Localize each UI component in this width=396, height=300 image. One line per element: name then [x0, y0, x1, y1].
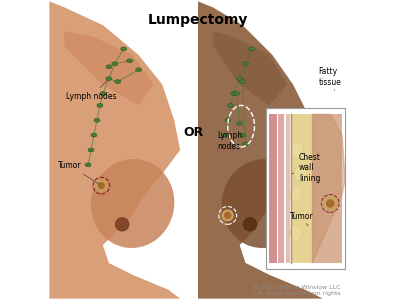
- Ellipse shape: [295, 166, 307, 182]
- Text: OR: OR: [183, 126, 204, 139]
- Ellipse shape: [106, 65, 112, 69]
- Ellipse shape: [94, 118, 100, 122]
- Ellipse shape: [243, 142, 249, 146]
- Ellipse shape: [91, 133, 97, 137]
- Ellipse shape: [127, 59, 133, 63]
- Ellipse shape: [88, 148, 94, 152]
- Ellipse shape: [121, 47, 127, 51]
- Ellipse shape: [243, 62, 249, 66]
- Text: Tumor: Tumor: [58, 161, 99, 184]
- Ellipse shape: [290, 186, 302, 203]
- Ellipse shape: [231, 92, 237, 95]
- Ellipse shape: [237, 77, 243, 81]
- Circle shape: [223, 210, 233, 221]
- Text: Lumpectomy: Lumpectomy: [148, 13, 248, 27]
- Polygon shape: [312, 114, 345, 263]
- Circle shape: [244, 218, 257, 231]
- Ellipse shape: [91, 159, 174, 248]
- Ellipse shape: [290, 225, 302, 242]
- Ellipse shape: [112, 62, 118, 66]
- Polygon shape: [50, 2, 180, 298]
- Ellipse shape: [106, 77, 112, 81]
- Text: © 2022 Terese Winslow LLC
U.S. Govt. has certain rights: © 2022 Terese Winslow LLC U.S. Govt. has…: [252, 285, 341, 296]
- Ellipse shape: [222, 133, 228, 137]
- Text: Fatty
tissue: Fatty tissue: [318, 68, 341, 91]
- Ellipse shape: [228, 103, 234, 107]
- Ellipse shape: [115, 80, 121, 84]
- Ellipse shape: [234, 92, 240, 95]
- Bar: [286, 114, 290, 263]
- Polygon shape: [198, 2, 323, 298]
- Polygon shape: [64, 31, 153, 105]
- Ellipse shape: [249, 47, 255, 51]
- Ellipse shape: [291, 142, 303, 158]
- Polygon shape: [213, 31, 287, 105]
- Text: Chest
wall
lining: Chest wall lining: [291, 153, 321, 183]
- Ellipse shape: [225, 118, 231, 122]
- Ellipse shape: [240, 133, 246, 137]
- Ellipse shape: [100, 92, 106, 95]
- Bar: [278, 114, 284, 263]
- Circle shape: [99, 183, 105, 189]
- Ellipse shape: [135, 68, 141, 72]
- Circle shape: [225, 212, 231, 218]
- Bar: [269, 114, 277, 263]
- Ellipse shape: [85, 163, 91, 167]
- Text: Lymph nodes: Lymph nodes: [66, 81, 116, 101]
- Ellipse shape: [222, 159, 305, 248]
- Bar: [291, 114, 312, 263]
- Ellipse shape: [97, 103, 103, 107]
- Circle shape: [116, 218, 129, 231]
- Circle shape: [324, 197, 337, 210]
- Ellipse shape: [237, 121, 243, 125]
- Text: Tumor: Tumor: [289, 212, 313, 226]
- Circle shape: [327, 200, 334, 207]
- Text: Lymph
nodes: Lymph nodes: [217, 126, 244, 151]
- Ellipse shape: [240, 80, 246, 84]
- Circle shape: [96, 180, 107, 191]
- FancyBboxPatch shape: [267, 108, 345, 269]
- Bar: [312, 114, 342, 263]
